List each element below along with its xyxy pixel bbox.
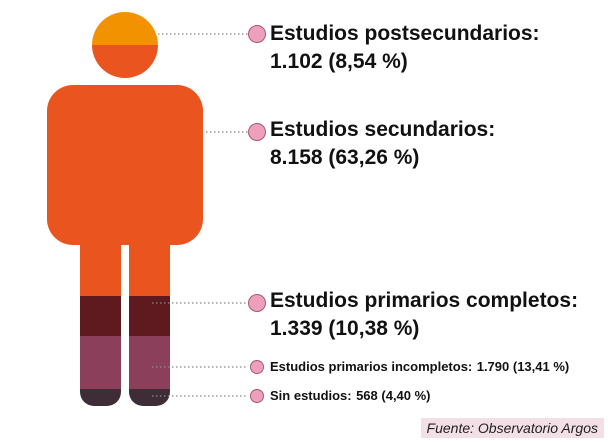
label-name: Estudios primarios incompletos: xyxy=(270,359,473,374)
label-value: 8.158 (63,26 %) xyxy=(270,146,420,170)
source-note: Fuente: Observatorio Argos xyxy=(420,418,604,438)
label-value: 1.102 (8,54 %) xyxy=(270,50,408,74)
marker-secundarios xyxy=(248,123,266,141)
label-postsecundarios: Estudios postsecundarios: 1.102 (8,54 %) xyxy=(270,22,540,74)
segment-secundarios xyxy=(47,45,203,296)
label-name: Estudios postsecundarios: xyxy=(270,22,540,45)
label-sin-estudios: Sin estudios: 568 (4,40 %) xyxy=(270,387,431,405)
label-primarios-completos: Estudios primarios completos: 1.339 (10,… xyxy=(270,289,578,341)
label-secundarios: Estudios secundarios: 8.158 (63,26 %) xyxy=(270,118,495,170)
marker-postsecundarios xyxy=(248,25,266,43)
label-name: Sin estudios: xyxy=(270,388,352,403)
label-primarios-incompletos: Estudios primarios incompletos: 1.790 (1… xyxy=(270,358,569,376)
label-value: 1.790 (13,41 %) xyxy=(476,359,570,374)
marker-primarios_completos xyxy=(248,294,266,312)
silhouette xyxy=(47,12,203,406)
marker-sin_estudios xyxy=(250,389,264,403)
label-name: Estudios primarios completos: xyxy=(270,289,579,312)
label-name: Estudios secundarios: xyxy=(270,118,496,141)
marker-primarios_incompletos xyxy=(250,360,264,374)
label-value: 568 (4,40 %) xyxy=(356,388,431,403)
label-value: 1.339 (10,38 %) xyxy=(270,317,420,341)
